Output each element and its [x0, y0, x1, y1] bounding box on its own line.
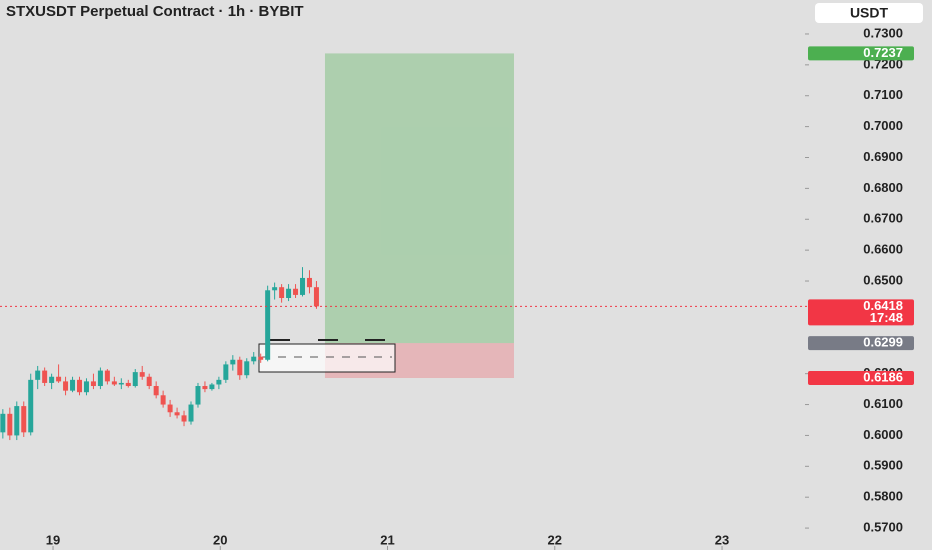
candle-body	[0, 413, 6, 433]
profit-zone	[324, 53, 514, 344]
candle-body	[118, 382, 124, 385]
y-tick-label: 0.6500	[863, 272, 903, 287]
y-tick-label: 0.7000	[863, 118, 903, 133]
candle-body	[146, 376, 152, 387]
candle-body	[90, 381, 96, 387]
currency-box[interactable]	[815, 3, 923, 23]
candle-body	[132, 372, 138, 387]
candle-body	[272, 287, 278, 291]
entry-label: 0.6299	[863, 335, 903, 350]
y-tick-label: 0.7100	[863, 87, 903, 102]
candle-body	[230, 359, 236, 365]
stop-label-box	[808, 370, 914, 385]
x-tick-label: 21	[380, 532, 394, 547]
candle-body	[21, 406, 27, 433]
candle-body	[293, 288, 299, 295]
x-tick-label: 23	[715, 532, 729, 547]
candle-body	[97, 370, 103, 387]
candle-body	[174, 412, 180, 416]
current-price-label: 0.6418	[863, 298, 903, 313]
candle-body	[181, 415, 187, 422]
currency-label[interactable]: USDT	[850, 5, 889, 21]
candle-body	[251, 356, 257, 362]
y-tick-label: 0.6100	[863, 396, 903, 411]
candle-body	[244, 361, 250, 376]
candle-body	[139, 372, 145, 377]
candle-body	[286, 288, 292, 299]
candle-body	[167, 404, 173, 413]
candle-body	[125, 382, 131, 387]
candle-body	[111, 381, 117, 385]
candle-body	[216, 379, 222, 385]
y-tick-label: 0.5900	[863, 458, 903, 473]
x-tick-label: 20	[213, 532, 227, 547]
candle-body	[306, 277, 312, 288]
y-tick-label: 0.5700	[863, 520, 903, 535]
y-tick-label: 0.5800	[863, 489, 903, 504]
chart-title: STXUSDT Perpetual Contract · 1h · BYBIT	[6, 3, 304, 20]
entry-label-box	[808, 336, 914, 351]
candle-body	[83, 381, 89, 393]
candle-body	[237, 359, 243, 376]
candle-body	[209, 384, 215, 390]
candle-body	[313, 287, 319, 307]
candle-body	[63, 381, 69, 391]
countdown-label: 17:48	[870, 310, 903, 325]
x-tick-label: 19	[46, 532, 60, 547]
y-tick-label: 0.7300	[863, 25, 903, 40]
candle-body	[76, 379, 82, 393]
candle-body	[279, 287, 285, 299]
y-tick-label: 0.6600	[863, 242, 903, 257]
target-label: 0.7237	[863, 45, 903, 60]
candle-body	[28, 379, 34, 433]
candle-body	[70, 379, 76, 391]
candle-body	[42, 370, 48, 383]
stop-label: 0.6186	[863, 369, 903, 384]
candle-body	[14, 406, 20, 436]
candle-body	[153, 386, 159, 396]
y-tick-label: 0.6900	[863, 149, 903, 164]
candle-body	[258, 356, 264, 360]
candle-body	[300, 277, 306, 295]
y-tick-label: 0.6800	[863, 180, 903, 195]
candle-body	[223, 364, 229, 380]
candle-body	[188, 404, 194, 422]
candle-body	[35, 370, 41, 380]
candle-body	[160, 395, 166, 405]
drawn-box	[258, 343, 396, 373]
candle-body	[265, 290, 271, 360]
target-label-box	[808, 46, 914, 61]
y-tick-label: 0.6700	[863, 211, 903, 226]
candle-body	[7, 413, 13, 436]
y-tick-label: 0.6000	[863, 427, 903, 442]
x-tick-label: 22	[548, 532, 562, 547]
candle-body	[202, 386, 208, 390]
candle-body	[49, 376, 55, 383]
candle-body	[195, 386, 201, 405]
candle-body	[104, 370, 110, 382]
candle-body	[56, 376, 62, 382]
current-price-box	[808, 299, 914, 326]
plot-area	[0, 53, 514, 441]
